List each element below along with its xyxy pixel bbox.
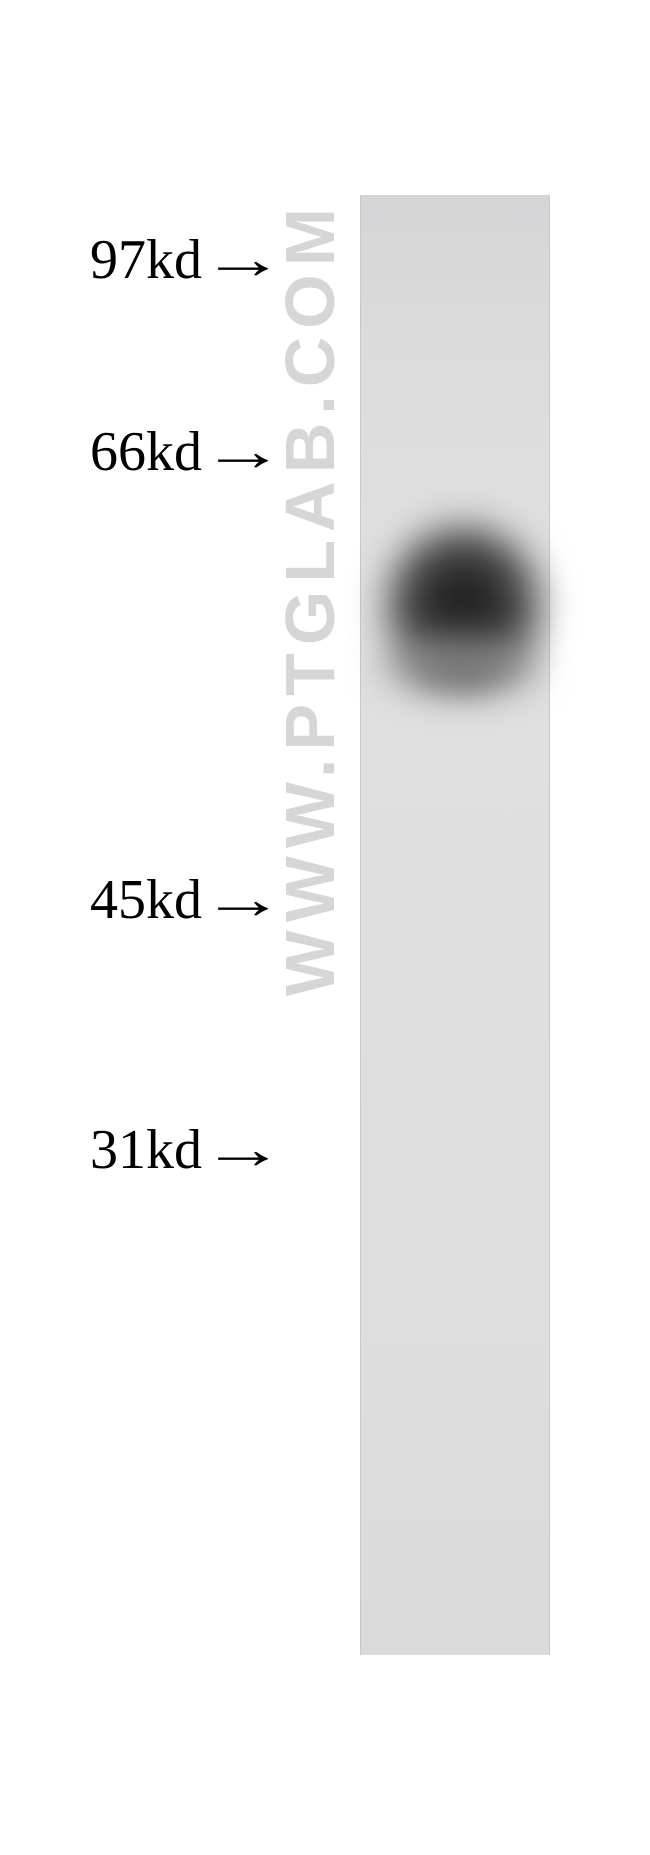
marker-label: 31kd	[90, 1118, 202, 1182]
blot-lane	[360, 195, 550, 1655]
arrow-icon: →	[201, 228, 285, 292]
arrow-icon: →	[201, 420, 285, 484]
arrow-icon: →	[201, 868, 285, 932]
marker-97kd: 97kd →	[90, 228, 271, 292]
protein-band-smear	[381, 635, 541, 695]
marker-31kd: 31kd →	[90, 1118, 271, 1182]
marker-66kd: 66kd →	[90, 420, 271, 484]
marker-45kd: 45kd →	[90, 868, 271, 932]
marker-label: 97kd	[90, 228, 202, 292]
blot-figure: WWW.PTGLAB.COM 97kd → 66kd → 45kd → 31kd…	[0, 0, 650, 1855]
marker-label: 66kd	[90, 420, 202, 484]
arrow-icon: →	[201, 1118, 285, 1182]
marker-label: 45kd	[90, 868, 202, 932]
